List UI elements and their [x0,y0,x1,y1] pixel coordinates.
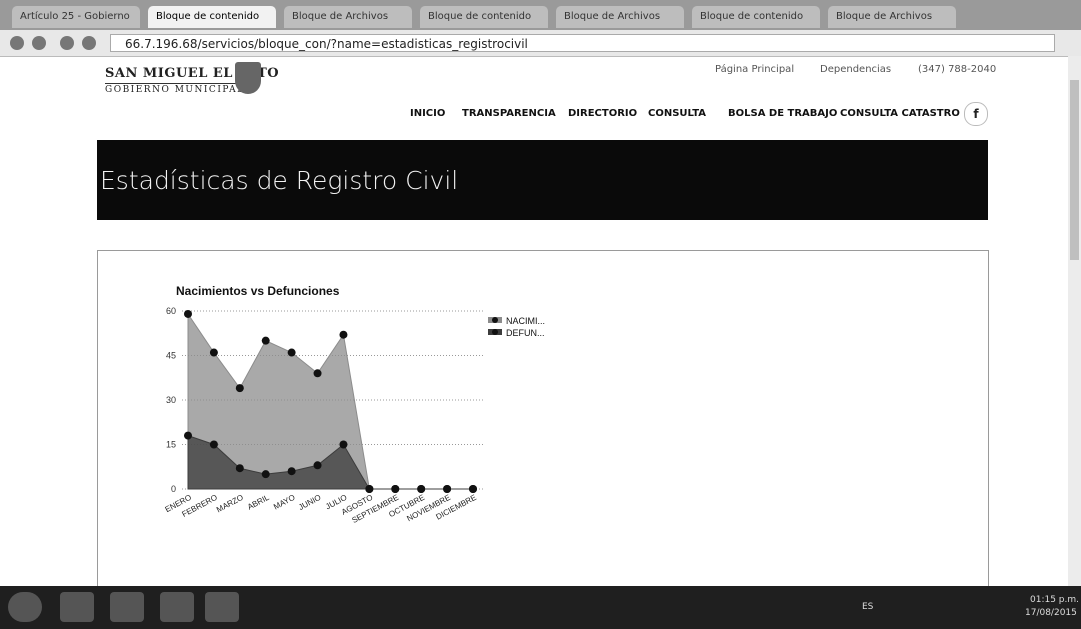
y-tick-label: 15 [166,440,176,450]
language[interactable]: ES [862,602,873,612]
tab[interactable]: Bloque de contenido [148,6,276,28]
y-tick-label: 45 [166,351,176,361]
tab[interactable]: Artículo 25 - Gobierno [12,6,140,28]
page-title: Estadísticas de Registro Civil [100,166,458,195]
reload-button[interactable] [60,36,74,50]
y-tick-label: 0 [171,484,176,494]
tab[interactable]: Bloque de Archivos [828,6,956,28]
point [365,485,373,493]
taskbar: ES 01:15 p.m. 17/08/2015 [0,586,1081,629]
taskbar-app[interactable] [205,592,239,622]
back-button[interactable] [10,36,24,50]
clock-date: 17/08/2015 [1025,608,1077,618]
x-tick-label: JUNIO [297,493,322,512]
scrollbar-thumb[interactable] [1070,80,1079,260]
nav-item[interactable]: DIRECTORIO [568,108,637,119]
y-tick-label: 60 [166,306,176,316]
x-tick-label: MARZO [215,493,245,515]
address-bar: 66.7.196.68/servicios/bloque_con/?name=e… [0,30,1081,57]
point [443,485,451,493]
point [417,485,425,493]
taskbar-app[interactable] [160,592,194,622]
nav-item[interactable]: CONSULTA CATASTRO [840,108,960,119]
x-tick-label: ABRIL [246,493,271,512]
forward-button[interactable] [32,36,46,50]
point [184,310,192,318]
y-tick-label: 30 [166,395,176,405]
point [339,331,347,339]
clock-time: 01:15 p.m. [1030,595,1079,605]
logo-subtitle: GOBIERNO MUNICIPAL [105,83,245,95]
point [288,349,296,357]
point [339,441,347,449]
point [236,464,244,472]
chart: Nacimientos vs Defunciones015304560ENERO… [98,251,988,596]
point [469,485,477,493]
point [262,470,270,478]
facebook-button[interactable]: f [964,102,988,126]
tab[interactable]: Bloque de contenido [420,6,548,28]
taskbar-app[interactable] [110,592,144,622]
point [236,384,244,392]
start-button[interactable] [8,592,42,622]
legend-label: DEFUN... [506,328,545,338]
legend-label: NACIMI... [506,316,545,326]
screen: Artículo 25 - Gobierno Bloque de conteni… [0,0,1081,629]
tab[interactable]: Bloque de Archivos [556,6,684,28]
url-field[interactable]: 66.7.196.68/servicios/bloque_con/?name=e… [110,34,1055,52]
legend-marker [492,329,498,335]
nav-item[interactable]: CONSULTA [648,108,706,119]
point [288,467,296,475]
nav-item[interactable]: INICIO [410,108,445,119]
point [262,337,270,345]
point [210,441,218,449]
point [210,349,218,357]
point [314,461,322,469]
top-phone: (347) 788-2040 [918,64,996,75]
top-link[interactable]: Dependencias [820,64,891,75]
chart-title: Nacimientos vs Defunciones [176,284,340,298]
nav-item[interactable]: BOLSA DE TRABAJO [728,108,837,119]
point [184,432,192,440]
logo-shield [235,62,261,94]
point [391,485,399,493]
top-link[interactable]: Página Principal [715,64,794,75]
taskbar-app[interactable] [60,592,94,622]
legend-marker [492,317,498,323]
tab[interactable]: Bloque de contenido [692,6,820,28]
tab[interactable]: Bloque de Archivos [284,6,412,28]
home-button[interactable] [82,36,96,50]
point [314,369,322,377]
nav-item[interactable]: TRANSPARENCIA [462,108,556,119]
x-tick-label: MAYO [272,493,297,512]
tab-bar: Artículo 25 - Gobierno Bloque de conteni… [0,0,1081,30]
